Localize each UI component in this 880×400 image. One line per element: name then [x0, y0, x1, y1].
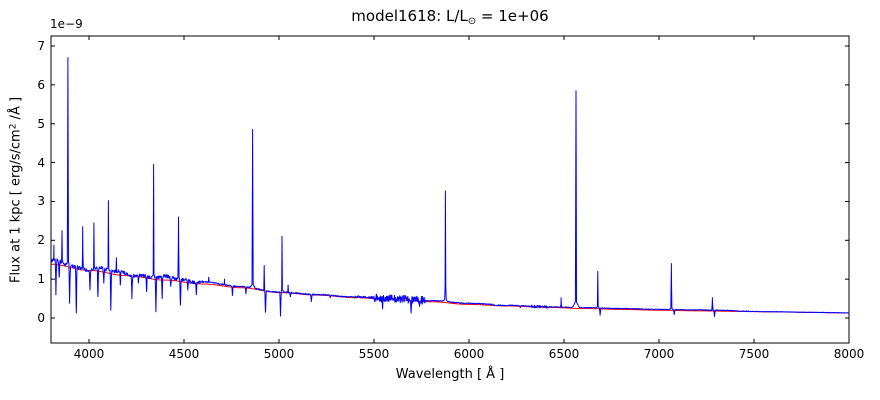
x-tick-label-6000: 6000 — [453, 347, 485, 361]
x-axis-label: Wavelength [ Å ] — [395, 367, 505, 382]
chart-title-luminosity: = 1e+06 — [476, 7, 549, 25]
y-tick-label-1: 1 — [37, 272, 45, 287]
sun-symbol: ⊙ — [467, 16, 477, 27]
y-tick-label-3: 3 — [37, 194, 45, 209]
x-tick-label-4000: 4000 — [73, 347, 105, 361]
y-tick-label-4: 4 — [37, 155, 45, 170]
x-tick-label-7000: 7000 — [643, 347, 675, 361]
y-tick-label-7: 7 — [37, 39, 45, 54]
x-tick-label-5500: 5500 — [358, 347, 390, 361]
y-tick-label-5: 5 — [37, 116, 45, 131]
y-axis-offset-text: 1e−9 — [50, 17, 83, 31]
y-tick-label-0: 0 — [37, 311, 45, 326]
y-tick-label-6: 6 — [37, 77, 45, 92]
y-tick-label-2: 2 — [37, 233, 45, 248]
x-tick-label-7500: 7500 — [738, 347, 770, 361]
x-tick-label-8000: 8000 — [833, 347, 865, 361]
chart-title: model1618: L/L⊙ = 1e+06 — [51, 7, 849, 27]
spectrum-line — [50, 57, 850, 317]
chart-title-text: model1618: L/L — [351, 7, 468, 25]
axes-frame — [50, 35, 850, 344]
continuum-model-line — [50, 263, 849, 314]
axis-ticks — [51, 36, 850, 343]
x-tick-label-5000: 5000 — [263, 347, 295, 361]
x-tick-label-4500: 4500 — [168, 347, 200, 361]
x-tick-label-6500: 6500 — [548, 347, 580, 361]
